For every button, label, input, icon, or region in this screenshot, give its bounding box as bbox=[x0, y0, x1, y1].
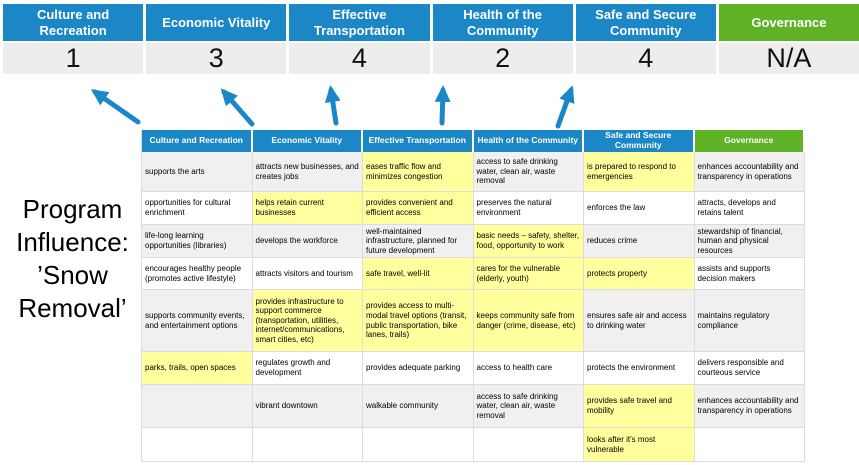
score-value-2: 3 bbox=[146, 43, 287, 74]
matrix-cell-r8-c4 bbox=[473, 428, 584, 462]
matrix-cell-r7-c1 bbox=[142, 385, 253, 428]
priority-banner-cell-2: Economic Vitality bbox=[146, 4, 287, 41]
matrix-cell-r3-c5: reduces crime bbox=[584, 225, 695, 258]
benefit-matrix: Culture and Recreation Economic Vitality E… bbox=[141, 130, 805, 462]
matrix-cell-r4-c2: attracts visitors and tourism bbox=[252, 258, 363, 290]
matrix-cell-r4-c1: encourages healthy people (promotes acti… bbox=[142, 258, 253, 290]
matrix-cell-r1-c6: enhances accountability and transparency… bbox=[694, 152, 805, 192]
matrix-header-4: Health of the Community bbox=[473, 130, 584, 152]
matrix-cell-r4-c4: cares for the vulnerable (elderly, youth… bbox=[473, 258, 584, 290]
influence-arrow-2 bbox=[220, 88, 255, 127]
matrix-cell-r1-c2: attracts new businesses, and creates job… bbox=[252, 152, 363, 192]
matrix-cell-r6-c3: provides adequate parking bbox=[363, 352, 474, 385]
score-value-6: N/A bbox=[718, 43, 859, 74]
matrix-cell-r2-c5: enforces the law bbox=[584, 192, 695, 225]
matrix-cell-r5-c3: provides access to multi-modal travel op… bbox=[363, 290, 474, 352]
matrix-cell-r6-c6: delivers responsible and courteous servi… bbox=[694, 352, 805, 385]
matrix-cell-r8-c5: looks after it's most vulnerable bbox=[584, 428, 695, 462]
matrix-cell-r1-c3: eases traffic flow and minimizes congest… bbox=[363, 152, 474, 192]
matrix-cell-r3-c3: well-maintained infrastructure, planned … bbox=[363, 225, 474, 258]
matrix-cell-r3-c4: basic needs – safety, shelter, food, opp… bbox=[473, 225, 584, 258]
matrix-cell-r8-c3 bbox=[363, 428, 474, 462]
priority-banner-cell-4: Health of the Community bbox=[432, 4, 573, 41]
matrix-cell-r7-c2: vibrant downtown bbox=[252, 385, 363, 428]
matrix-header-3: Effective Transportation bbox=[363, 130, 474, 152]
matrix-cell-r6-c4: access to health care bbox=[473, 352, 584, 385]
priority-banner-cell-3: Effective Transportation bbox=[289, 4, 430, 41]
matrix-cell-r3-c2: develops the workforce bbox=[252, 225, 363, 258]
influence-arrow-1 bbox=[90, 89, 141, 125]
matrix-header-2: Economic Vitality bbox=[252, 130, 363, 152]
influence-arrow-5 bbox=[555, 85, 575, 129]
influence-arrows bbox=[90, 85, 575, 129]
matrix-cell-r8-c2 bbox=[252, 428, 363, 462]
matrix-cell-r6-c2: regulates growth and development bbox=[252, 352, 363, 385]
score-value-5: 4 bbox=[575, 43, 716, 74]
score-row: 1 3 4 2 4 N/A bbox=[3, 43, 859, 74]
score-value-3: 4 bbox=[289, 43, 430, 74]
matrix-cell-r5-c4: keeps community safe from danger (crime,… bbox=[473, 290, 584, 352]
matrix-cell-r5-c6: maintains regulatory compliance bbox=[694, 290, 805, 352]
matrix-cell-r8-c1 bbox=[142, 428, 253, 462]
score-value-4: 2 bbox=[432, 43, 573, 74]
matrix-header-5: Safe and Secure Community bbox=[584, 130, 695, 152]
score-value-1: 1 bbox=[3, 43, 144, 74]
matrix-cell-r2-c2: helps retain current businesses bbox=[252, 192, 363, 225]
matrix-cell-r4-c3: safe travel, well-lit bbox=[363, 258, 474, 290]
matrix-cell-r1-c4: access to safe drinking water, clean air… bbox=[473, 152, 584, 192]
matrix-cell-r7-c5: provides safe travel and mobility bbox=[584, 385, 695, 428]
matrix-cell-r2-c1: opportunities for cultural enrichment bbox=[142, 192, 253, 225]
matrix-cell-r1-c5: is prepared to respond to emergencies bbox=[584, 152, 695, 192]
matrix-header-1: Culture and Recreation bbox=[142, 130, 253, 152]
matrix-cell-r5-c5: ensures safe air and access to drinking … bbox=[584, 290, 695, 352]
matrix-cell-r8-c6 bbox=[694, 428, 805, 462]
matrix-cell-r5-c1: supports community events, and entertain… bbox=[142, 290, 253, 352]
priority-banner: Culture and Recreation Economic Vitality E… bbox=[3, 4, 859, 41]
priority-banner-cell-5: Safe and Secure Community bbox=[575, 4, 716, 41]
program-title: Program Influence: ’Snow Removal’ bbox=[16, 194, 129, 324]
matrix-cell-r3-c1: life-long learning opportunities (librar… bbox=[142, 225, 253, 258]
influence-arrow-4 bbox=[434, 85, 451, 126]
matrix-cell-r6-c1: parks, trails, open spaces bbox=[142, 352, 253, 385]
matrix-header-6: Governance bbox=[694, 130, 805, 152]
matrix-cell-r7-c4: access to safe drinking water, clean air… bbox=[473, 385, 584, 428]
priority-banner-cell-6: Governance bbox=[718, 4, 859, 41]
matrix-cell-r7-c6: enhances accountability and transparency… bbox=[694, 385, 805, 428]
influence-arrow-3 bbox=[324, 85, 341, 126]
matrix-cell-r2-c4: preserves the natural environment bbox=[473, 192, 584, 225]
matrix-cell-r6-c5: protects the environment bbox=[584, 352, 695, 385]
matrix-cell-r4-c5: protects property bbox=[584, 258, 695, 290]
matrix-cell-r3-c6: stewardship of financial, human and phys… bbox=[694, 225, 805, 258]
matrix-cell-r2-c3: provides convenient and efficient access bbox=[363, 192, 474, 225]
matrix-cell-r2-c6: attracts, develops and retains talent bbox=[694, 192, 805, 225]
matrix-cell-r7-c3: walkable community bbox=[363, 385, 474, 428]
matrix-cell-r1-c1: supports the arts bbox=[142, 152, 253, 192]
matrix-cell-r5-c2: provides infrastructure to support comme… bbox=[252, 290, 363, 352]
matrix-cell-r4-c6: assists and supports decision makers bbox=[694, 258, 805, 290]
priority-banner-cell-1: Culture and Recreation bbox=[3, 4, 144, 41]
